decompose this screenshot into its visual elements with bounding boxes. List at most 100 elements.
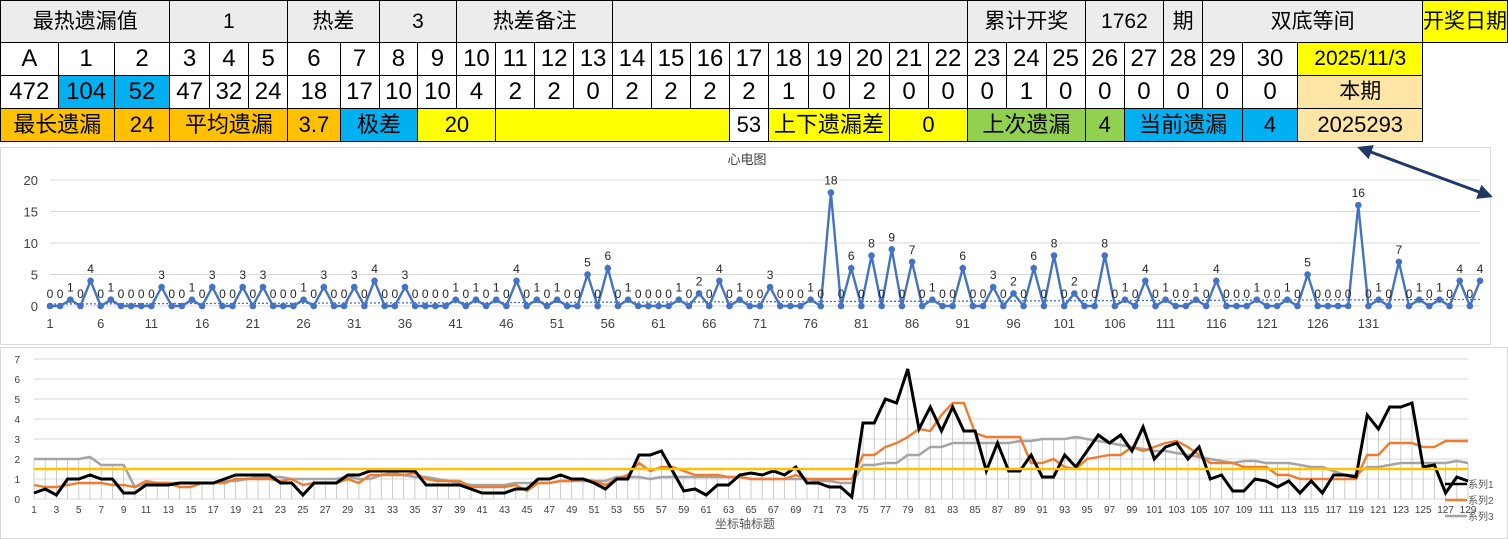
cell-current-miss-label[interactable]: 当前遗漏 <box>1123 108 1243 142</box>
cell-blank-yellow[interactable] <box>495 108 730 142</box>
col-header-25[interactable]: 25 <box>1045 42 1086 76</box>
cell-date-value[interactable]: 2025/11/3 <box>1297 42 1423 76</box>
col-header-4[interactable]: 4 <box>208 42 250 76</box>
col-header-5[interactable]: 5 <box>247 42 289 76</box>
value-cell-15[interactable]: 2 <box>651 75 691 109</box>
ma-x-tick: 23 <box>275 505 287 516</box>
col-header-8[interactable]: 8 <box>378 42 419 76</box>
cell-hot-diff-value[interactable]: 3 <box>378 0 458 43</box>
cell-avg-miss-label[interactable]: 平均遗漏 <box>169 108 289 142</box>
cell-current-miss-value[interactable]: 4 <box>1241 108 1299 142</box>
value-cell-13[interactable]: 0 <box>573 75 614 109</box>
col-header-19[interactable]: 19 <box>808 42 850 76</box>
col-header-22[interactable]: 22 <box>928 42 968 76</box>
value-cell-6[interactable]: 18 <box>287 75 341 109</box>
value-cell-25[interactable]: 0 <box>1045 75 1086 109</box>
value-cell-20[interactable]: 2 <box>848 75 891 109</box>
value-cell-1[interactable]: 104 <box>57 75 115 109</box>
value-cell-19[interactable]: 0 <box>808 75 850 109</box>
value-cell-5[interactable]: 24 <box>247 75 289 109</box>
col-header-27[interactable]: 27 <box>1123 42 1165 76</box>
col-header-12[interactable]: 12 <box>534 42 575 76</box>
value-cell-7[interactable]: 17 <box>339 75 380 109</box>
value-cell-11[interactable]: 2 <box>495 75 536 109</box>
value-cell-0[interactable]: 472 <box>0 75 59 109</box>
col-header-3[interactable]: 3 <box>169 42 210 76</box>
col-header-20[interactable]: 20 <box>848 42 891 76</box>
value-cell-9[interactable]: 10 <box>417 75 458 109</box>
cell-hot-diff-label[interactable]: 热差 <box>287 0 380 43</box>
cell-mid-value[interactable]: 53 <box>728 108 769 142</box>
ecg-y-tick: 10 <box>24 236 38 251</box>
col-header-10[interactable]: 10 <box>456 42 497 76</box>
cell-max-miss-label[interactable]: 最长遗漏 <box>0 108 115 142</box>
cell-hot-note[interactable] <box>612 0 968 43</box>
cell-issue-number[interactable]: 2025293 <box>1297 108 1423 142</box>
col-header-11[interactable]: 11 <box>495 42 536 76</box>
col-header-21[interactable]: 21 <box>889 42 930 76</box>
cell-date-label[interactable]: 开奖日期 <box>1422 0 1508 43</box>
cell-diff-value[interactable]: 0 <box>889 108 968 142</box>
value-cell-27[interactable]: 0 <box>1123 75 1165 109</box>
col-header-23[interactable]: 23 <box>966 42 1008 76</box>
value-cell-10[interactable]: 4 <box>456 75 497 109</box>
value-cell-8[interactable]: 10 <box>378 75 419 109</box>
col-header-9[interactable]: 9 <box>417 42 458 76</box>
col-header-18[interactable]: 18 <box>767 42 810 76</box>
cell-range-label[interactable]: 极差 <box>339 108 419 142</box>
col-header-2[interactable]: 2 <box>113 42 171 76</box>
ecg-data-label: 1 <box>493 281 500 295</box>
col-header-28[interactable]: 28 <box>1163 42 1204 76</box>
ecg-data-label: 0 <box>1081 287 1088 301</box>
value-cell-16[interactable]: 2 <box>689 75 730 109</box>
cell-range-value[interactable]: 20 <box>417 108 497 142</box>
value-cell-26[interactable]: 0 <box>1084 75 1125 109</box>
cell-current-label[interactable]: 本期 <box>1297 75 1423 109</box>
col-header-0[interactable]: A <box>0 42 59 76</box>
col-header-15[interactable]: 15 <box>651 42 691 76</box>
col-header-24[interactable]: 24 <box>1006 42 1047 76</box>
cell-hot-value[interactable]: 1 <box>169 0 289 43</box>
ma-x-tick: 1 <box>31 505 37 516</box>
col-header-1[interactable]: 1 <box>57 42 115 76</box>
ecg-data-label: 0 <box>1000 287 1007 301</box>
col-header-29[interactable]: 29 <box>1202 42 1243 76</box>
cell-avg-miss-value[interactable]: 3.7 <box>287 108 341 142</box>
value-cell-18[interactable]: 1 <box>767 75 810 109</box>
cell-diff-label[interactable]: 上下遗漏差 <box>767 108 891 142</box>
value-cell-4[interactable]: 32 <box>208 75 250 109</box>
cell-last-miss-value[interactable]: 4 <box>1084 108 1125 142</box>
value-cell-21[interactable]: 0 <box>889 75 930 109</box>
value-cell-28[interactable]: 0 <box>1163 75 1204 109</box>
value-cell-29[interactable]: 0 <box>1202 75 1243 109</box>
cell-title[interactable]: 最热遗漏值 <box>0 0 171 43</box>
ma-x-tick: 19 <box>230 505 242 516</box>
cell-pattern-label[interactable]: 双底等间 <box>1202 0 1423 43</box>
col-header-26[interactable]: 26 <box>1084 42 1125 76</box>
value-cell-14[interactable]: 2 <box>612 75 652 109</box>
value-cell-22[interactable]: 0 <box>928 75 968 109</box>
cell-cumulative-label[interactable]: 累计开奖 <box>966 0 1086 43</box>
value-cell-24[interactable]: 1 <box>1006 75 1047 109</box>
col-header-13[interactable]: 13 <box>573 42 614 76</box>
value-cell-12[interactable]: 2 <box>534 75 575 109</box>
col-header-16[interactable]: 16 <box>689 42 730 76</box>
value-cell-17[interactable]: 2 <box>728 75 769 109</box>
col-header-6[interactable]: 6 <box>287 42 341 76</box>
value-cell-2[interactable]: 52 <box>113 75 171 109</box>
cell-last-miss-label[interactable]: 上次遗漏 <box>966 108 1086 142</box>
ecg-x-tick: 76 <box>803 316 817 331</box>
cell-hot-note-label[interactable]: 热差备注 <box>456 0 614 43</box>
value-cell-30[interactable]: 0 <box>1241 75 1299 109</box>
col-header-17[interactable]: 17 <box>728 42 769 76</box>
col-header-14[interactable]: 14 <box>612 42 652 76</box>
col-header-7[interactable]: 7 <box>339 42 380 76</box>
cell-max-miss-value[interactable]: 24 <box>113 108 171 142</box>
value-cell-3[interactable]: 47 <box>169 75 210 109</box>
cell-period-label[interactable]: 期 <box>1163 0 1204 43</box>
value-cell-23[interactable]: 0 <box>966 75 1008 109</box>
col-header-30[interactable]: 30 <box>1241 42 1299 76</box>
cell-cumulative-value[interactable]: 1762 <box>1084 0 1165 43</box>
